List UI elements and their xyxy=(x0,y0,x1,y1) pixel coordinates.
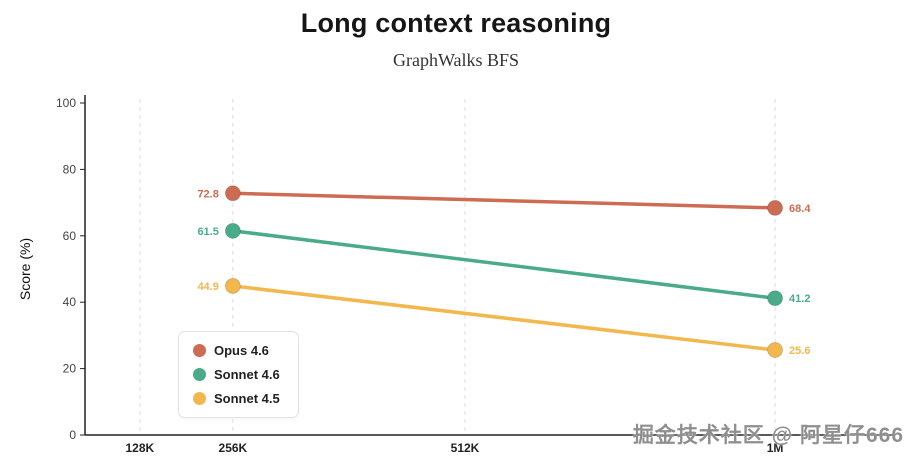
legend-item-sonnet-4-5: Sonnet 4.5 xyxy=(193,391,280,406)
value-label: 72.8 xyxy=(197,188,218,200)
series-line xyxy=(231,191,777,210)
data-point xyxy=(767,199,784,216)
data-point xyxy=(224,222,241,239)
y-tick-label: 40 xyxy=(63,295,77,309)
value-label: 61.5 xyxy=(197,226,218,238)
x-tick-label: 1M xyxy=(767,441,784,455)
chart-title: Long context reasoning xyxy=(300,8,612,38)
series-line xyxy=(231,229,777,300)
legend-item-sonnet-4-6: Sonnet 4.6 xyxy=(193,367,280,382)
y-tick-label: 80 xyxy=(63,162,77,176)
y-tick-label: 60 xyxy=(63,229,77,243)
legend-dot-sonnet-4-6 xyxy=(193,368,206,381)
legend-label-sonnet-4-5: Sonnet 4.5 xyxy=(214,391,280,406)
value-label: 68.4 xyxy=(789,203,811,215)
value-label: 44.9 xyxy=(197,281,218,293)
y-tick-label: 100 xyxy=(56,96,76,110)
x-tick-label: 512K xyxy=(451,441,480,455)
legend-item-opus-4-6: Opus 4.6 xyxy=(193,343,280,358)
data-point xyxy=(767,290,784,307)
data-point xyxy=(224,185,241,202)
legend-dot-opus-4-6 xyxy=(193,344,206,357)
x-tick-label: 128K xyxy=(126,441,155,455)
legend: Opus 4.6 Sonnet 4.6 Sonnet 4.5 xyxy=(178,331,299,418)
watermark: 掘金技术社区 @ 阿星仔666 xyxy=(632,424,904,447)
series-line xyxy=(231,284,777,352)
value-label: 41.2 xyxy=(789,293,810,305)
y-tick-label: 20 xyxy=(63,362,77,376)
chart-subtitle: GraphWalks BFS xyxy=(392,50,520,70)
legend-label-opus-4-6: Opus 4.6 xyxy=(214,343,269,358)
legend-dot-sonnet-4-5 xyxy=(193,392,206,405)
x-tick-label: 256K xyxy=(219,441,248,455)
data-point xyxy=(767,342,784,359)
y-axis-title: Score (%) xyxy=(17,238,33,300)
legend-label-sonnet-4-6: Sonnet 4.6 xyxy=(214,367,280,382)
data-point xyxy=(224,277,241,294)
y-tick-label: 0 xyxy=(69,428,76,442)
value-label: 25.6 xyxy=(789,345,810,357)
